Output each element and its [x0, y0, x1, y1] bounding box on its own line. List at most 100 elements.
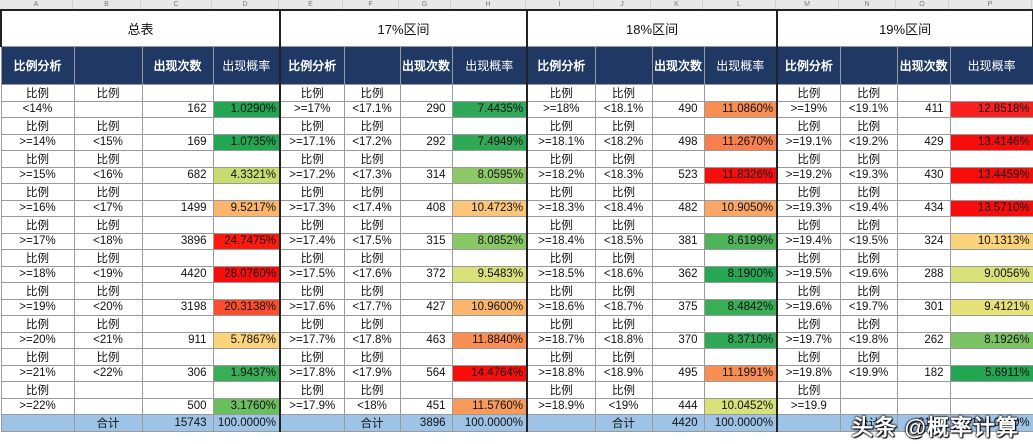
ratio-label[interactable]: 比例 — [73, 248, 143, 267]
ratio-label[interactable]: 比例 — [279, 281, 345, 300]
empty-cell[interactable] — [896, 248, 951, 267]
total-label[interactable]: 合计 — [594, 413, 653, 432]
empty-cell[interactable] — [703, 248, 778, 267]
range-upper[interactable]: <18.8% — [594, 331, 653, 349]
range-lower[interactable]: >=17% — [0, 232, 75, 250]
probability-cell[interactable]: 9.5483% — [451, 265, 528, 283]
empty-cell[interactable] — [399, 215, 453, 234]
probability-cell[interactable]: 8.4842% — [703, 298, 778, 316]
ratio-label[interactable]: 比例 — [73, 182, 143, 201]
probability-cell[interactable]: 9.0056% — [949, 265, 1033, 283]
empty-cell[interactable] — [399, 182, 453, 201]
total-label[interactable]: 合计 — [73, 413, 143, 432]
empty-cell[interactable] — [141, 347, 214, 366]
empty-cell[interactable] — [703, 116, 778, 135]
range-upper[interactable]: <18.1% — [594, 100, 653, 118]
column-header[interactable]: 比例分析 — [526, 45, 596, 85]
count-cell[interactable]: 3896 — [141, 232, 214, 250]
range-lower[interactable]: >=19.1% — [776, 133, 841, 151]
range-lower[interactable]: >=19% — [776, 100, 841, 118]
column-header[interactable]: 出现次数 — [141, 45, 214, 85]
probability-cell[interactable]: 11.5760% — [451, 397, 528, 415]
range-lower[interactable]: >=19.4% — [776, 232, 841, 250]
ratio-label[interactable]: 比例 — [343, 314, 401, 333]
probability-cell[interactable]: 8.1900% — [703, 265, 778, 283]
column-letter[interactable]: C — [141, 0, 212, 9]
probability-cell[interactable]: 9.4121% — [949, 298, 1033, 316]
ratio-label[interactable]: 比例 — [73, 215, 143, 234]
column-letter[interactable]: D — [212, 0, 279, 9]
range-lower[interactable]: >=17.6% — [279, 298, 345, 316]
empty-cell[interactable] — [703, 182, 778, 201]
empty-cell[interactable] — [703, 149, 778, 168]
column-header[interactable]: 出现概率 — [212, 45, 281, 85]
probability-cell[interactable]: 11.8326% — [703, 166, 778, 184]
probability-cell[interactable]: 5.6911% — [949, 364, 1033, 382]
empty-cell[interactable] — [651, 215, 705, 234]
empty-cell[interactable] — [949, 116, 1033, 135]
range-upper[interactable]: <17.6% — [343, 265, 401, 283]
range-lower[interactable]: >=16% — [0, 199, 75, 217]
range-lower[interactable]: >=17% — [279, 100, 345, 118]
ratio-label[interactable]: 比例 — [526, 248, 596, 267]
range-lower[interactable]: >=22% — [0, 397, 75, 415]
total-probability[interactable]: 100.0000% — [212, 413, 281, 432]
range-lower[interactable]: >=19.7% — [776, 331, 841, 349]
range-upper[interactable]: <19.4% — [839, 199, 898, 217]
probability-cell[interactable]: 8.1926% — [949, 331, 1033, 349]
probability-cell[interactable]: 11.1991% — [703, 364, 778, 382]
range-upper[interactable]: <19.7% — [839, 298, 898, 316]
ratio-label[interactable]: 比例 — [839, 281, 898, 300]
total-label[interactable]: 合计 — [839, 413, 898, 432]
ratio-label[interactable]: 比例 — [594, 149, 653, 168]
empty-cell[interactable] — [451, 347, 528, 366]
column-header[interactable] — [73, 45, 143, 85]
column-letter[interactable]: H — [451, 0, 526, 9]
ratio-label[interactable]: 比例 — [343, 248, 401, 267]
ratio-label[interactable]: 比例 — [279, 314, 345, 333]
range-lower[interactable]: >=21% — [0, 364, 75, 382]
probability-cell[interactable]: 11.2670% — [703, 133, 778, 151]
ratio-label[interactable]: 比例 — [776, 380, 841, 399]
ratio-label[interactable]: 比例 — [279, 182, 345, 201]
ratio-label[interactable]: 比例 — [526, 281, 596, 300]
range-lower[interactable]: >=18.1% — [526, 133, 596, 151]
ratio-label[interactable]: 比例 — [776, 149, 841, 168]
empty-cell[interactable] — [651, 380, 705, 399]
range-upper[interactable]: <17.9% — [343, 364, 401, 382]
range-upper[interactable]: <19.2% — [839, 133, 898, 151]
count-cell[interactable]: 498 — [651, 133, 705, 151]
column-header[interactable]: 比例分析 — [776, 45, 841, 85]
total-empty[interactable] — [776, 413, 841, 432]
range-upper[interactable]: <19.6% — [839, 265, 898, 283]
empty-cell[interactable] — [896, 347, 951, 366]
empty-cell[interactable] — [451, 248, 528, 267]
empty-cell[interactable] — [703, 281, 778, 300]
count-cell[interactable]: 315 — [399, 232, 453, 250]
empty-cell[interactable] — [399, 314, 453, 333]
count-cell[interactable]: 495 — [651, 364, 705, 382]
range-upper[interactable]: <18.5% — [594, 232, 653, 250]
count-cell[interactable]: 523 — [651, 166, 705, 184]
count-cell[interactable]: 290 — [399, 100, 453, 118]
total-probability[interactable]: 100.0000% — [703, 413, 778, 432]
empty-cell[interactable] — [703, 347, 778, 366]
column-header[interactable]: 比例分析 — [279, 45, 345, 85]
column-letter[interactable]: I — [526, 0, 594, 9]
count-cell[interactable]: 434 — [896, 199, 951, 217]
ratio-label[interactable]: 比例 — [776, 281, 841, 300]
empty-cell[interactable] — [949, 248, 1033, 267]
ratio-label[interactable]: 比例 — [343, 281, 401, 300]
empty-cell[interactable] — [896, 116, 951, 135]
empty-cell[interactable] — [949, 314, 1033, 333]
count-cell[interactable]: 324 — [896, 232, 951, 250]
probability-cell[interactable]: 8.3710% — [703, 331, 778, 349]
ratio-label[interactable]: 比例 — [0, 248, 75, 267]
empty-cell[interactable] — [212, 281, 281, 300]
probability-cell[interactable]: 13.4459% — [949, 166, 1033, 184]
ratio-label[interactable]: 比例 — [73, 347, 143, 366]
range-lower[interactable]: >=20% — [0, 331, 75, 349]
empty-cell[interactable] — [703, 215, 778, 234]
range-lower[interactable]: >=17.3% — [279, 199, 345, 217]
empty-cell[interactable] — [141, 281, 214, 300]
